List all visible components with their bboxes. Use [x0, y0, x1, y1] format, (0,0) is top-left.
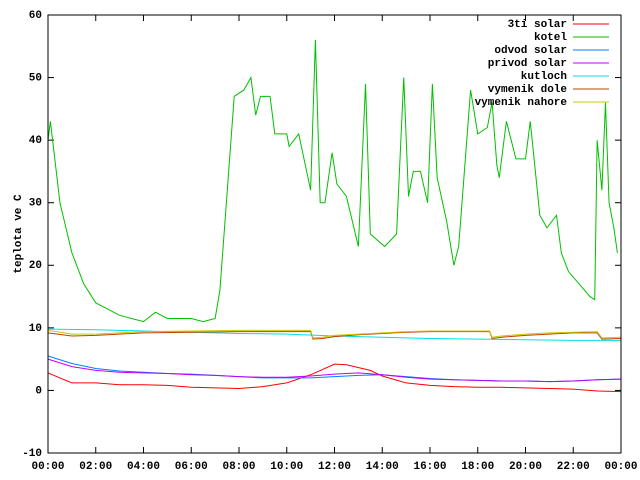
legend-label: vymenik nahore — [475, 97, 568, 109]
series-line — [47, 358, 622, 383]
x-tick-label: 14:00 — [366, 461, 399, 473]
y-tick-label: 10 — [29, 323, 42, 335]
x-tick-label: 10:00 — [270, 461, 303, 473]
x-tick-label: 08:00 — [222, 461, 255, 473]
y-tick-label: 40 — [29, 135, 42, 147]
x-tick-label: 00:00 — [31, 461, 64, 473]
x-tick-label: 22:00 — [557, 461, 590, 473]
x-tick-label: 06:00 — [175, 461, 208, 473]
x-tick-label: 00:00 — [604, 461, 637, 473]
plot-frame — [47, 14, 622, 454]
y-tick-label: 0 — [35, 385, 42, 397]
series-line — [47, 328, 621, 341]
series-line — [47, 331, 622, 340]
legend-label: 3ti solar — [508, 19, 567, 31]
legend-label: kutloch — [521, 71, 567, 83]
legend-label: vymenik dole — [488, 84, 568, 96]
y-axis-label: teplota ve C — [13, 194, 25, 274]
y-tick-label: 20 — [29, 260, 42, 272]
y-tick-label: 60 — [29, 10, 42, 22]
legend-label: odvod solar — [494, 45, 567, 57]
x-tick-label: 18:00 — [461, 461, 494, 473]
x-tick-label: 02:00 — [79, 461, 112, 473]
x-tick-label: 20:00 — [509, 461, 542, 473]
x-tick-label: 16:00 — [413, 461, 446, 473]
x-tick-label: 12:00 — [318, 461, 351, 473]
x-tick-label: 04:00 — [127, 461, 160, 473]
series-line — [47, 329, 622, 339]
series-line — [47, 363, 622, 393]
y-tick-label: -10 — [22, 448, 42, 460]
y-tick-label: 30 — [29, 198, 42, 210]
legend-label: privod solar — [488, 58, 567, 70]
series-line — [47, 40, 618, 323]
y-tick-label: 50 — [29, 72, 42, 84]
legend-label: kotel — [534, 32, 567, 44]
